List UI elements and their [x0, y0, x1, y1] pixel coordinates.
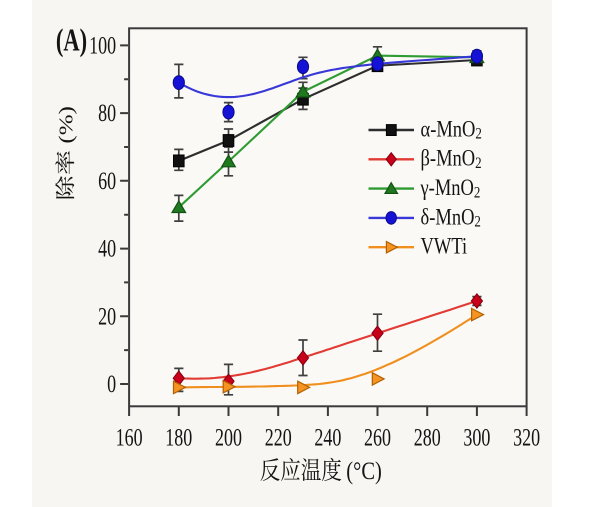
svg-text:VWTi: VWTi [421, 233, 468, 260]
svg-text:80: 80 [98, 99, 116, 126]
svg-text:260: 260 [364, 424, 391, 451]
svg-text:100: 100 [89, 32, 116, 59]
svg-text:γ-MnO2: γ-MnO2 [420, 174, 481, 202]
svg-text:220: 220 [265, 424, 292, 451]
svg-text:200: 200 [215, 424, 242, 451]
svg-text:60: 60 [98, 167, 116, 194]
svg-text:δ-MnO2: δ-MnO2 [421, 203, 481, 231]
svg-text:300: 300 [463, 424, 490, 451]
svg-text:160: 160 [116, 424, 143, 451]
svg-text:240: 240 [314, 424, 341, 451]
svg-text:α-MnO2: α-MnO2 [421, 115, 482, 143]
svg-text:280: 280 [414, 424, 441, 451]
svg-text:180: 180 [165, 424, 192, 451]
svg-text:0: 0 [107, 370, 116, 397]
svg-text:β-MnO2: β-MnO2 [421, 145, 482, 173]
svg-text:40: 40 [98, 235, 116, 262]
svg-text:(°C): (°C) [346, 457, 382, 484]
svg-text:(A): (A) [56, 21, 87, 57]
svg-text:20: 20 [98, 303, 116, 330]
svg-text:320: 320 [513, 424, 540, 451]
svg-text:(%): (%) [55, 106, 77, 143]
